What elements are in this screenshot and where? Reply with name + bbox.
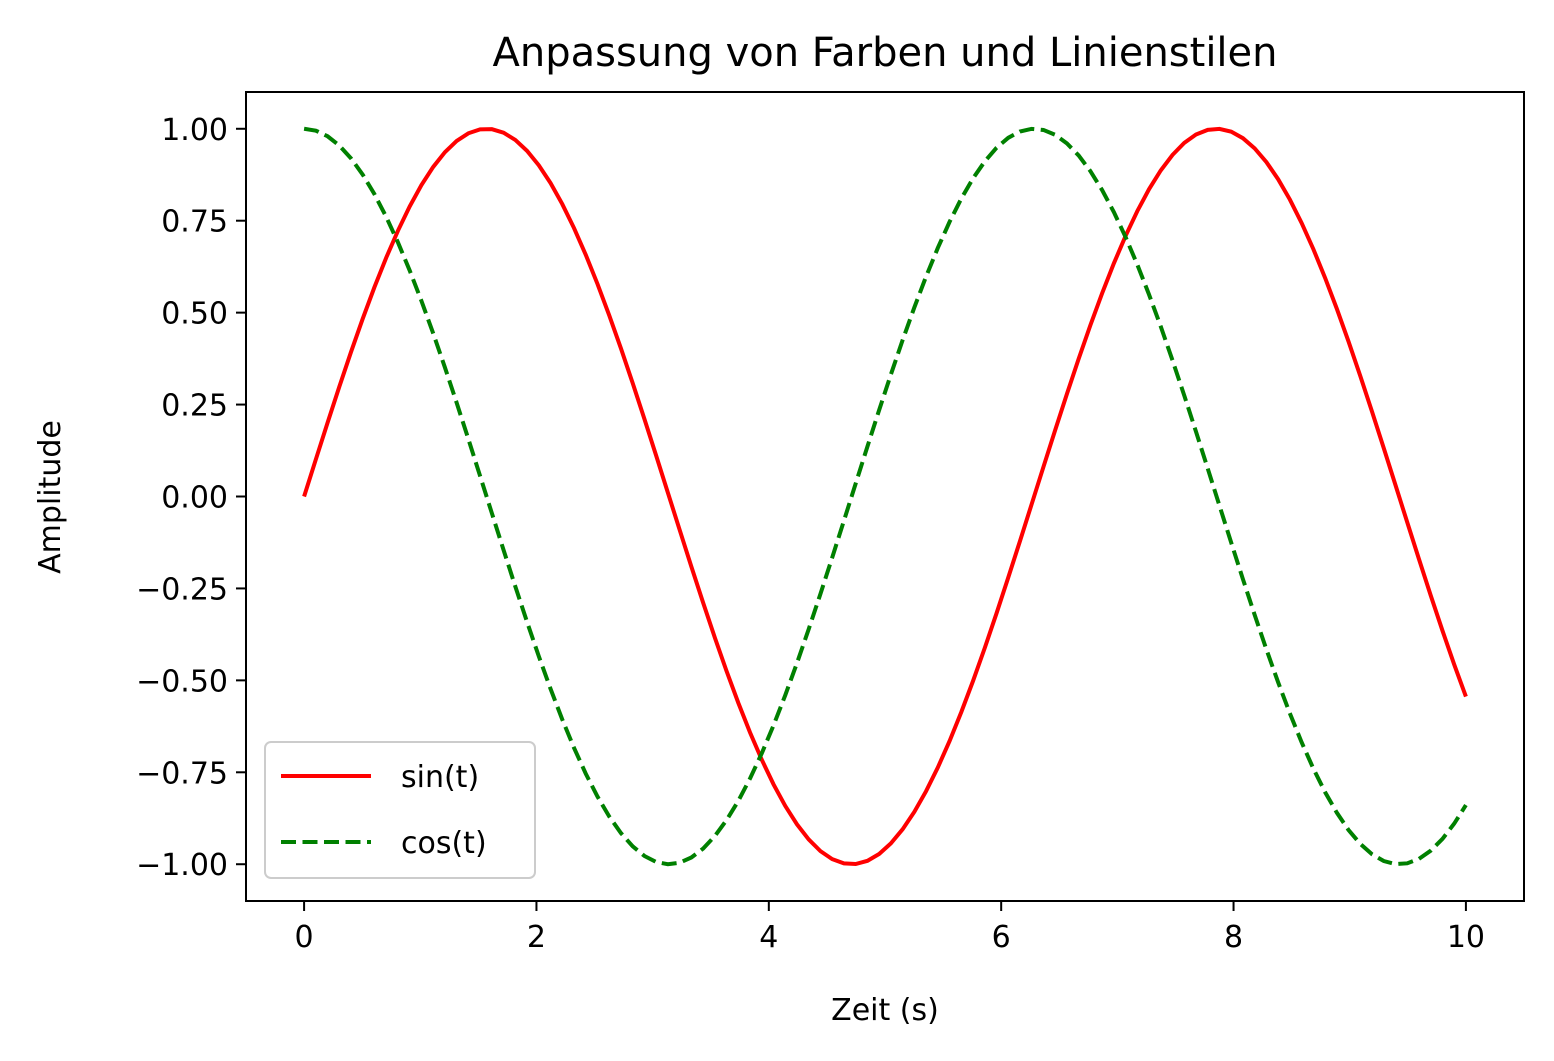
y-tick-label: 0.75 [161, 205, 228, 240]
y-tick-label: 0.00 [161, 481, 228, 516]
x-tick-label: 4 [759, 920, 778, 955]
y-tick-label: 0.25 [161, 389, 228, 424]
legend-label-sin: sin(t) [401, 760, 479, 795]
y-tick-label: −0.50 [136, 664, 228, 699]
x-tick-label: 10 [1447, 920, 1485, 955]
series-line-cos [303, 126, 1468, 867]
y-tick-label: −1.00 [136, 848, 228, 883]
series-layer [302, 126, 1468, 867]
plot-frame [245, 91, 1525, 902]
x-tick-label: 2 [527, 920, 546, 955]
y-tick-label: 0.50 [161, 297, 228, 332]
y-axis: 1.00 0.75 0.50 0.25 0.00 −0.25 −0.50 −0.75 −1.00 [136, 113, 246, 883]
y-axis-label: Amplitude [33, 420, 68, 574]
x-axis: 0 2 4 6 8 10 [295, 901, 1485, 955]
y-tick-label: −0.75 [136, 756, 228, 791]
y-tick-label: −0.25 [136, 572, 228, 607]
x-tick-label: 8 [1224, 920, 1243, 955]
x-axis-label: Zeit (s) [831, 993, 939, 1028]
legend-label-cos: cos(t) [401, 826, 487, 861]
chart-title: Anpassung von Farben und Linienstilen [492, 30, 1277, 76]
x-tick-label: 6 [992, 920, 1011, 955]
y-tick-label: 1.00 [161, 113, 228, 148]
series-line-sin [302, 126, 1468, 867]
legend: sin(t) cos(t) [264, 741, 536, 879]
legend-box [264, 741, 536, 879]
x-tick-label: 0 [295, 920, 314, 955]
